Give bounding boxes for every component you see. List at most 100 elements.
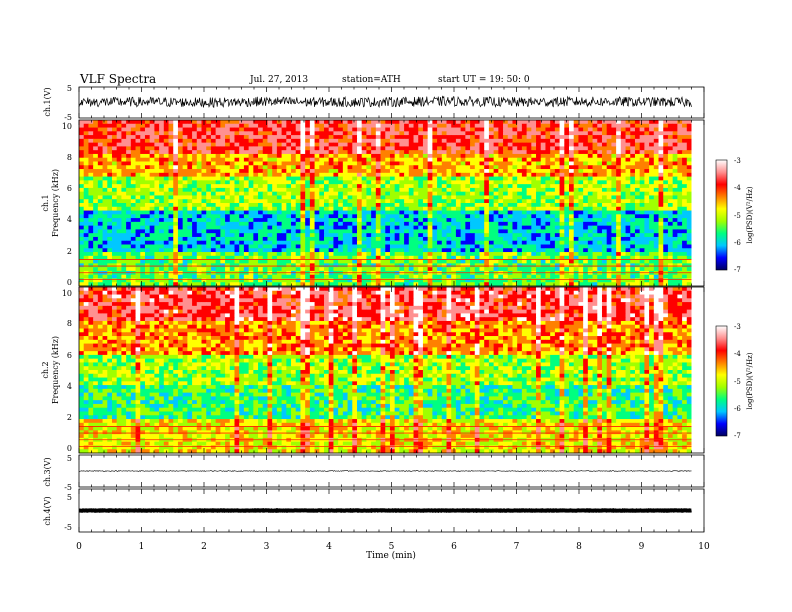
spectrogram-cell [658, 127, 664, 132]
spectrogram-cell [356, 184, 363, 189]
spectrogram-cell [192, 157, 198, 162]
spectrogram-cell [521, 123, 527, 128]
spectrogram-cell [649, 187, 655, 193]
spectrogram-cell [653, 123, 659, 128]
spectrogram-cell [507, 184, 513, 189]
spectrogram-cell [601, 218, 608, 223]
spectrogram-cell [686, 244, 692, 249]
spectrogram-cell [324, 191, 330, 196]
spectrogram-cell [144, 214, 151, 219]
spectrogram-cell [215, 191, 221, 196]
spectrogram-cell [342, 135, 348, 140]
spectrogram-cell [144, 244, 151, 249]
spectrogram-cell [446, 176, 452, 181]
spectrogram-cell [460, 229, 466, 234]
spectrogram-cell [408, 127, 414, 132]
spectrogram-cell [498, 259, 504, 264]
spectrogram-cell [356, 180, 363, 185]
spectrogram-cell [479, 210, 485, 215]
spectrogram-cell [93, 255, 99, 260]
spectrogram-cell [517, 191, 523, 196]
spectrogram-cell [413, 248, 419, 253]
spectrogram-cell [630, 233, 636, 238]
spectrogram-cell [338, 150, 344, 155]
spectrogram-cell [314, 172, 320, 177]
spectrogram-cell [507, 153, 513, 159]
spectrogram-cell [418, 153, 424, 159]
spectrogram-cell [649, 248, 655, 253]
spectrogram-cell [672, 218, 678, 223]
spectrogram-cell [356, 203, 363, 208]
spectrogram-cell [248, 263, 254, 268]
spectrogram-cell [394, 225, 400, 230]
spectrogram-cell [682, 184, 688, 189]
spectrogram-cell [305, 169, 311, 174]
spectrogram-cell [333, 146, 339, 151]
spectrogram-cell [413, 142, 419, 147]
spectrogram-cell [587, 123, 593, 128]
spectrogram-cell [111, 225, 118, 230]
spectrogram-cell [210, 218, 217, 223]
spectrogram-cell [408, 191, 414, 196]
spectrogram-cell [366, 146, 372, 151]
spectrogram-cell [484, 229, 490, 234]
spectrogram-cell [314, 244, 320, 249]
spectrogram-cell [587, 169, 593, 174]
spectrogram-cell [625, 123, 631, 128]
spectrogram-cell [220, 255, 226, 260]
spectrogram-cell [83, 229, 89, 234]
spectrogram-cell [634, 225, 641, 230]
spectrogram-cell [83, 123, 89, 128]
spectrogram-cell [225, 255, 231, 260]
spectrogram-cell [413, 184, 419, 189]
spectrogram-cell [328, 248, 334, 253]
spectrogram-cell [498, 127, 504, 132]
spectrogram-cell [427, 206, 433, 211]
spectrogram-cell [564, 176, 570, 181]
spectrogram-cell [545, 229, 551, 234]
spectrogram-cell [545, 225, 551, 230]
spectrogram-cell [140, 255, 146, 260]
spectrogram-cell [531, 255, 537, 260]
spectrogram-cell [526, 252, 532, 257]
spectrogram-cell [309, 236, 315, 242]
spectrogram-cell [451, 150, 457, 155]
spectrogram-cell [187, 218, 193, 223]
spectrogram-cell [663, 221, 669, 227]
spectrogram-cell [126, 176, 132, 181]
spectrogram-cell [107, 165, 113, 170]
spectrogram-cell [366, 138, 372, 144]
spectrogram-cell [116, 199, 122, 204]
spectrogram-cell [338, 229, 344, 234]
spectrogram-cell [677, 153, 683, 159]
spectrogram-cell [83, 165, 89, 170]
spectrogram-cell [399, 214, 405, 219]
spectrogram-cell [352, 252, 358, 257]
spectrogram-cell [526, 221, 532, 227]
spectrogram-cell [220, 252, 226, 257]
spectrogram-cell [319, 191, 325, 196]
spectrogram-cell [606, 206, 612, 211]
spectrogram-cell [163, 184, 169, 189]
spectrogram-cell [531, 150, 537, 155]
spectrogram-cell [611, 161, 617, 166]
spectrogram-cell [243, 248, 250, 253]
spectrogram-cell [639, 135, 645, 140]
spectrogram-cell [465, 191, 471, 196]
spectrogram-cell [88, 233, 94, 238]
spectrogram-cell [144, 150, 151, 155]
spectrogram-cell [686, 127, 692, 132]
spectrogram-cell [239, 191, 245, 196]
spectrogram-cell [88, 259, 94, 264]
spectrogram-cell [583, 131, 589, 136]
spectrogram-cell [375, 218, 381, 223]
spectrogram-cell [182, 131, 188, 136]
spectrogram-cell [521, 218, 527, 223]
spectrogram-cell [455, 195, 462, 200]
spectrogram-cell [173, 191, 179, 196]
spectrogram-cell [281, 161, 287, 166]
spectrogram-cell [503, 187, 509, 193]
spectrogram-cell [493, 259, 499, 264]
spectrogram-cell [126, 123, 132, 128]
spectrogram-cell [653, 135, 659, 140]
